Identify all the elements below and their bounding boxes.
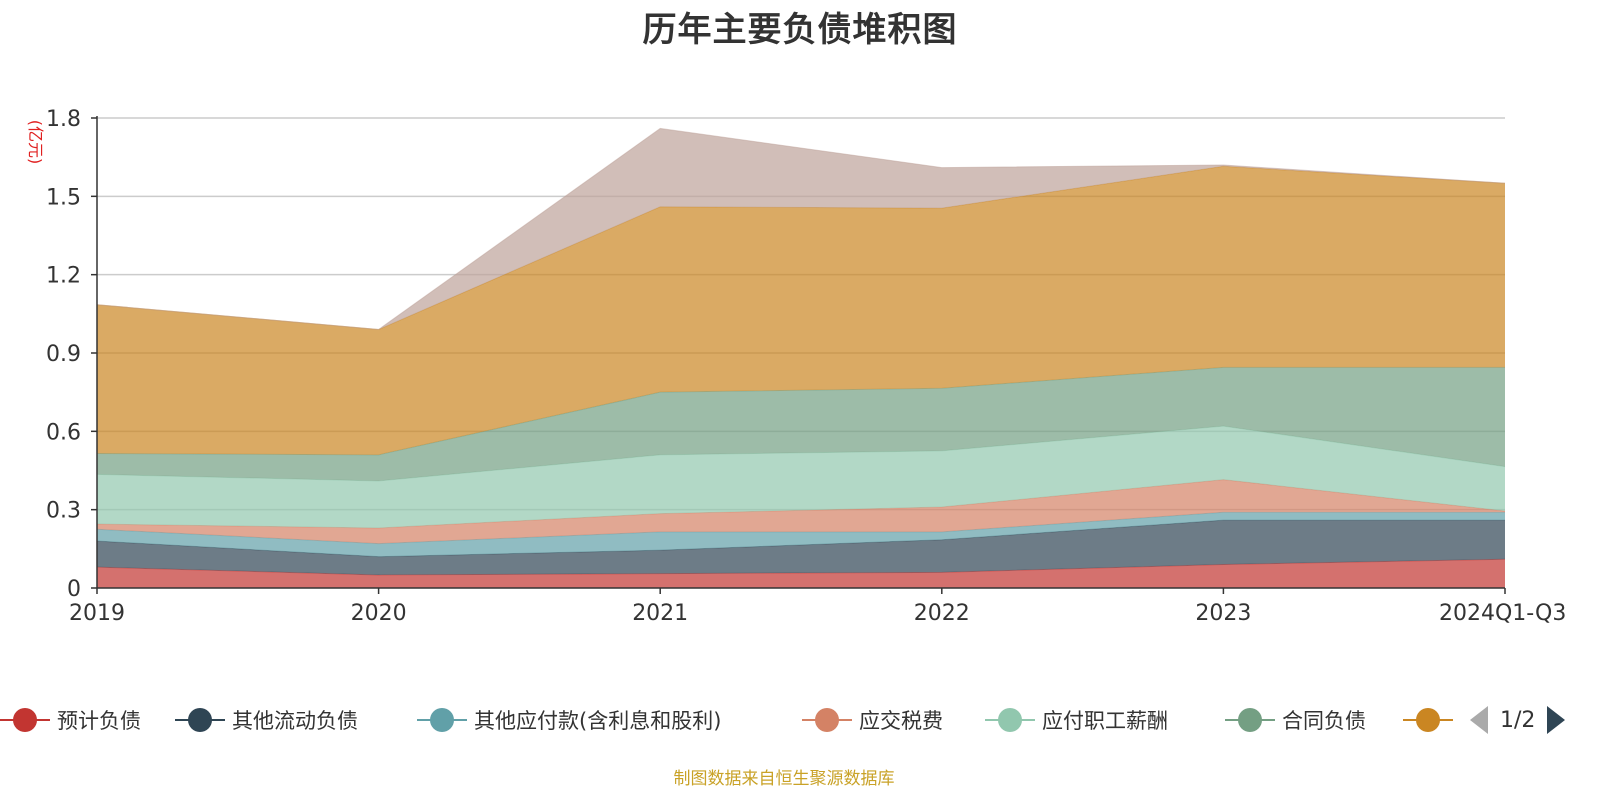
y-tick-label: 0.3 — [46, 499, 81, 524]
legend-label: 预计负债 — [57, 709, 141, 733]
legend-label: 其他应付款(含利息和股利) — [474, 709, 722, 733]
area-series-1 — [97, 559, 1505, 588]
legend-item-4[interactable]: 应交税费 — [802, 700, 943, 740]
area-series-7 — [97, 166, 1505, 455]
legend-item-7[interactable]: 应付票据及应付账款 — [1403, 700, 1454, 740]
x-tick-label: 2021 — [632, 601, 688, 626]
legend-label: 其他流动负债 — [232, 709, 358, 733]
legend-marker-icon — [985, 700, 1035, 740]
legend-item-1[interactable]: 预计负债 — [0, 700, 141, 740]
area-series-8 — [97, 128, 1505, 330]
legend-item-2[interactable]: 其他流动负债 — [175, 700, 358, 740]
y-tick-label: 1.8 — [46, 107, 81, 132]
legend-item-6[interactable]: 合同负债 — [1225, 700, 1366, 740]
y-tick-label: 0.9 — [46, 342, 81, 367]
x-tick-label: 2020 — [351, 601, 407, 626]
legend-label: 合同负债 — [1282, 709, 1366, 733]
legend-marker-icon — [175, 700, 225, 740]
y-axis-unit-label: (亿元) — [26, 120, 45, 165]
area-series-4 — [97, 479, 1505, 544]
data-source-note: 制图数据来自恒生聚源数据库 — [673, 769, 895, 789]
legend-marker-icon — [1225, 700, 1275, 740]
legend-items: 预计负债 其他流动负债 其他应付款(含利息和股利) 应交税费 应付职工薪酬 合同负债 应付票… — [0, 700, 1454, 740]
x-tick-label: 2019 — [69, 601, 125, 626]
chart-title: 历年主要负债堆积图 — [642, 10, 958, 50]
y-tick-label: 1.2 — [46, 264, 81, 289]
legend-item-3[interactable]: 其他应付款(含利息和股利) — [417, 700, 721, 740]
area-series-3 — [97, 512, 1505, 557]
stacked-area-chart: 0 0.3 0.6 0.9 1.2 1.5 1.8 2019 2020 2021 2022 2023 2… — [26, 107, 1566, 626]
area-series-edge-8 — [96, 127, 1506, 331]
x-tick-label: 2023 — [1195, 601, 1251, 626]
legend-label: 应付职工薪酬 — [1042, 709, 1168, 733]
y-tick-label: 0 — [67, 577, 81, 602]
legend-page-indicator: 1/2 — [1500, 707, 1536, 733]
area-series-6 — [97, 367, 1505, 481]
area-series-5 — [97, 426, 1505, 528]
area-series-2 — [97, 520, 1505, 575]
legend-next-page-icon[interactable] — [1547, 706, 1566, 734]
legend-item-5[interactable]: 应付职工薪酬 — [985, 700, 1168, 740]
x-tick-label: 2024Q1-Q3 — [1439, 601, 1566, 626]
legend-marker-icon — [0, 700, 50, 740]
legend-marker-icon — [417, 700, 467, 740]
legend-marker-icon — [802, 700, 852, 740]
y-tick-label: 0.6 — [46, 420, 81, 445]
x-tick-label: 2022 — [914, 601, 970, 626]
legend: 预计负债 其他流动负债 其他应付款(含利息和股利) 应交税费 应付职工薪酬 合同负债 应付票… — [0, 700, 1600, 740]
legend-pager: 1/2 — [1470, 700, 1566, 740]
legend-marker-icon — [1403, 700, 1453, 740]
legend-prev-page-icon[interactable] — [1470, 706, 1488, 734]
y-tick-label: 1.5 — [46, 185, 81, 210]
legend-label: 应交税费 — [859, 709, 943, 733]
